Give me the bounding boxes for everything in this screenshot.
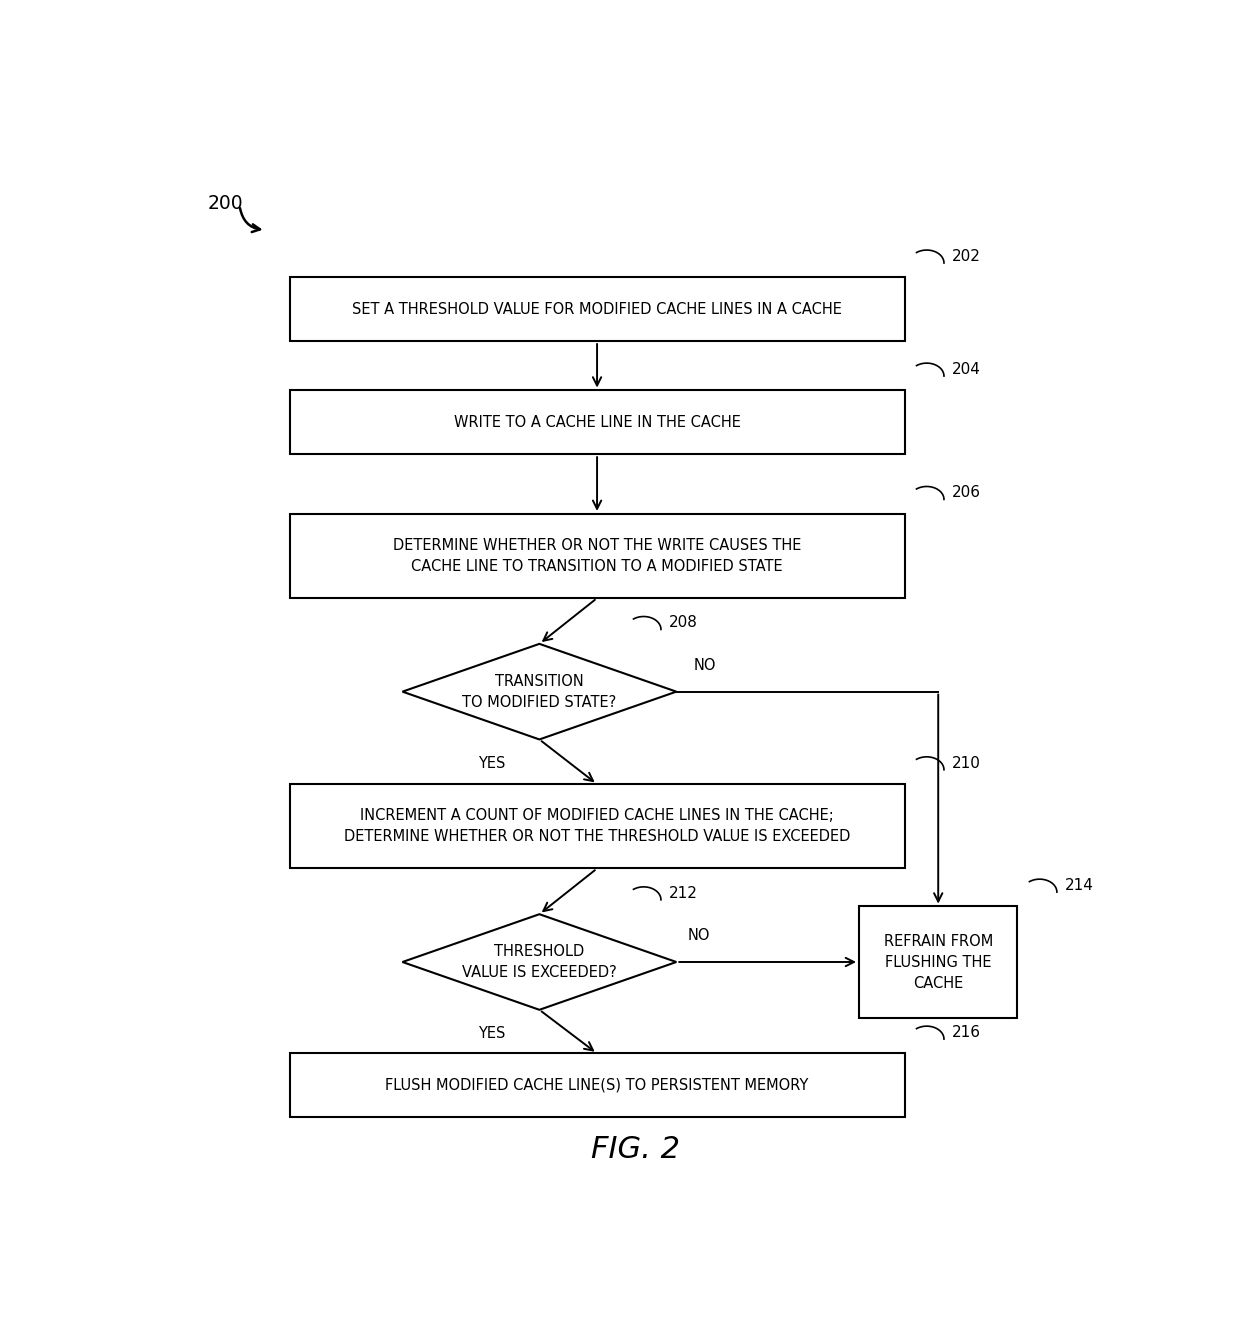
Polygon shape [403,914,676,1009]
Text: WRITE TO A CACHE LINE IN THE CACHE: WRITE TO A CACHE LINE IN THE CACHE [454,415,740,430]
Bar [290,278,904,342]
Text: 202: 202 [951,250,981,264]
Text: 216: 216 [951,1025,981,1040]
Text: 210: 210 [951,756,981,770]
Text: 214: 214 [1065,878,1094,893]
Text: 208: 208 [668,615,698,630]
Bar [290,514,904,598]
Text: FLUSH MODIFIED CACHE LINE(S) TO PERSISTENT MEMORY: FLUSH MODIFIED CACHE LINE(S) TO PERSISTE… [386,1077,808,1093]
Text: THRESHOLD
VALUE IS EXCEEDED?: THRESHOLD VALUE IS EXCEEDED? [463,944,616,980]
Text: NO: NO [693,658,717,673]
Text: 200: 200 [208,194,243,212]
Text: TRANSITION
TO MODIFIED STATE?: TRANSITION TO MODIFIED STATE? [463,674,616,710]
Text: REFRAIN FROM
FLUSHING THE
CACHE: REFRAIN FROM FLUSHING THE CACHE [884,933,993,991]
Bar [859,906,1018,1017]
Text: 212: 212 [668,886,698,901]
Text: 204: 204 [951,362,981,376]
Polygon shape [403,643,676,740]
Text: DETERMINE WHETHER OR NOT THE WRITE CAUSES THE
CACHE LINE TO TRANSITION TO A MODI: DETERMINE WHETHER OR NOT THE WRITE CAUSE… [393,538,801,574]
Text: YES: YES [477,756,505,770]
Text: SET A THRESHOLD VALUE FOR MODIFIED CACHE LINES IN A CACHE: SET A THRESHOLD VALUE FOR MODIFIED CACHE… [352,302,842,316]
Bar [290,390,904,454]
Text: FIG. 2: FIG. 2 [591,1135,680,1164]
Text: NO: NO [688,929,711,944]
Bar [290,1053,904,1117]
Bar [290,784,904,869]
Text: 206: 206 [951,486,981,501]
Text: INCREMENT A COUNT OF MODIFIED CACHE LINES IN THE CACHE;
DETERMINE WHETHER OR NOT: INCREMENT A COUNT OF MODIFIED CACHE LINE… [343,808,851,844]
Text: YES: YES [477,1027,505,1041]
